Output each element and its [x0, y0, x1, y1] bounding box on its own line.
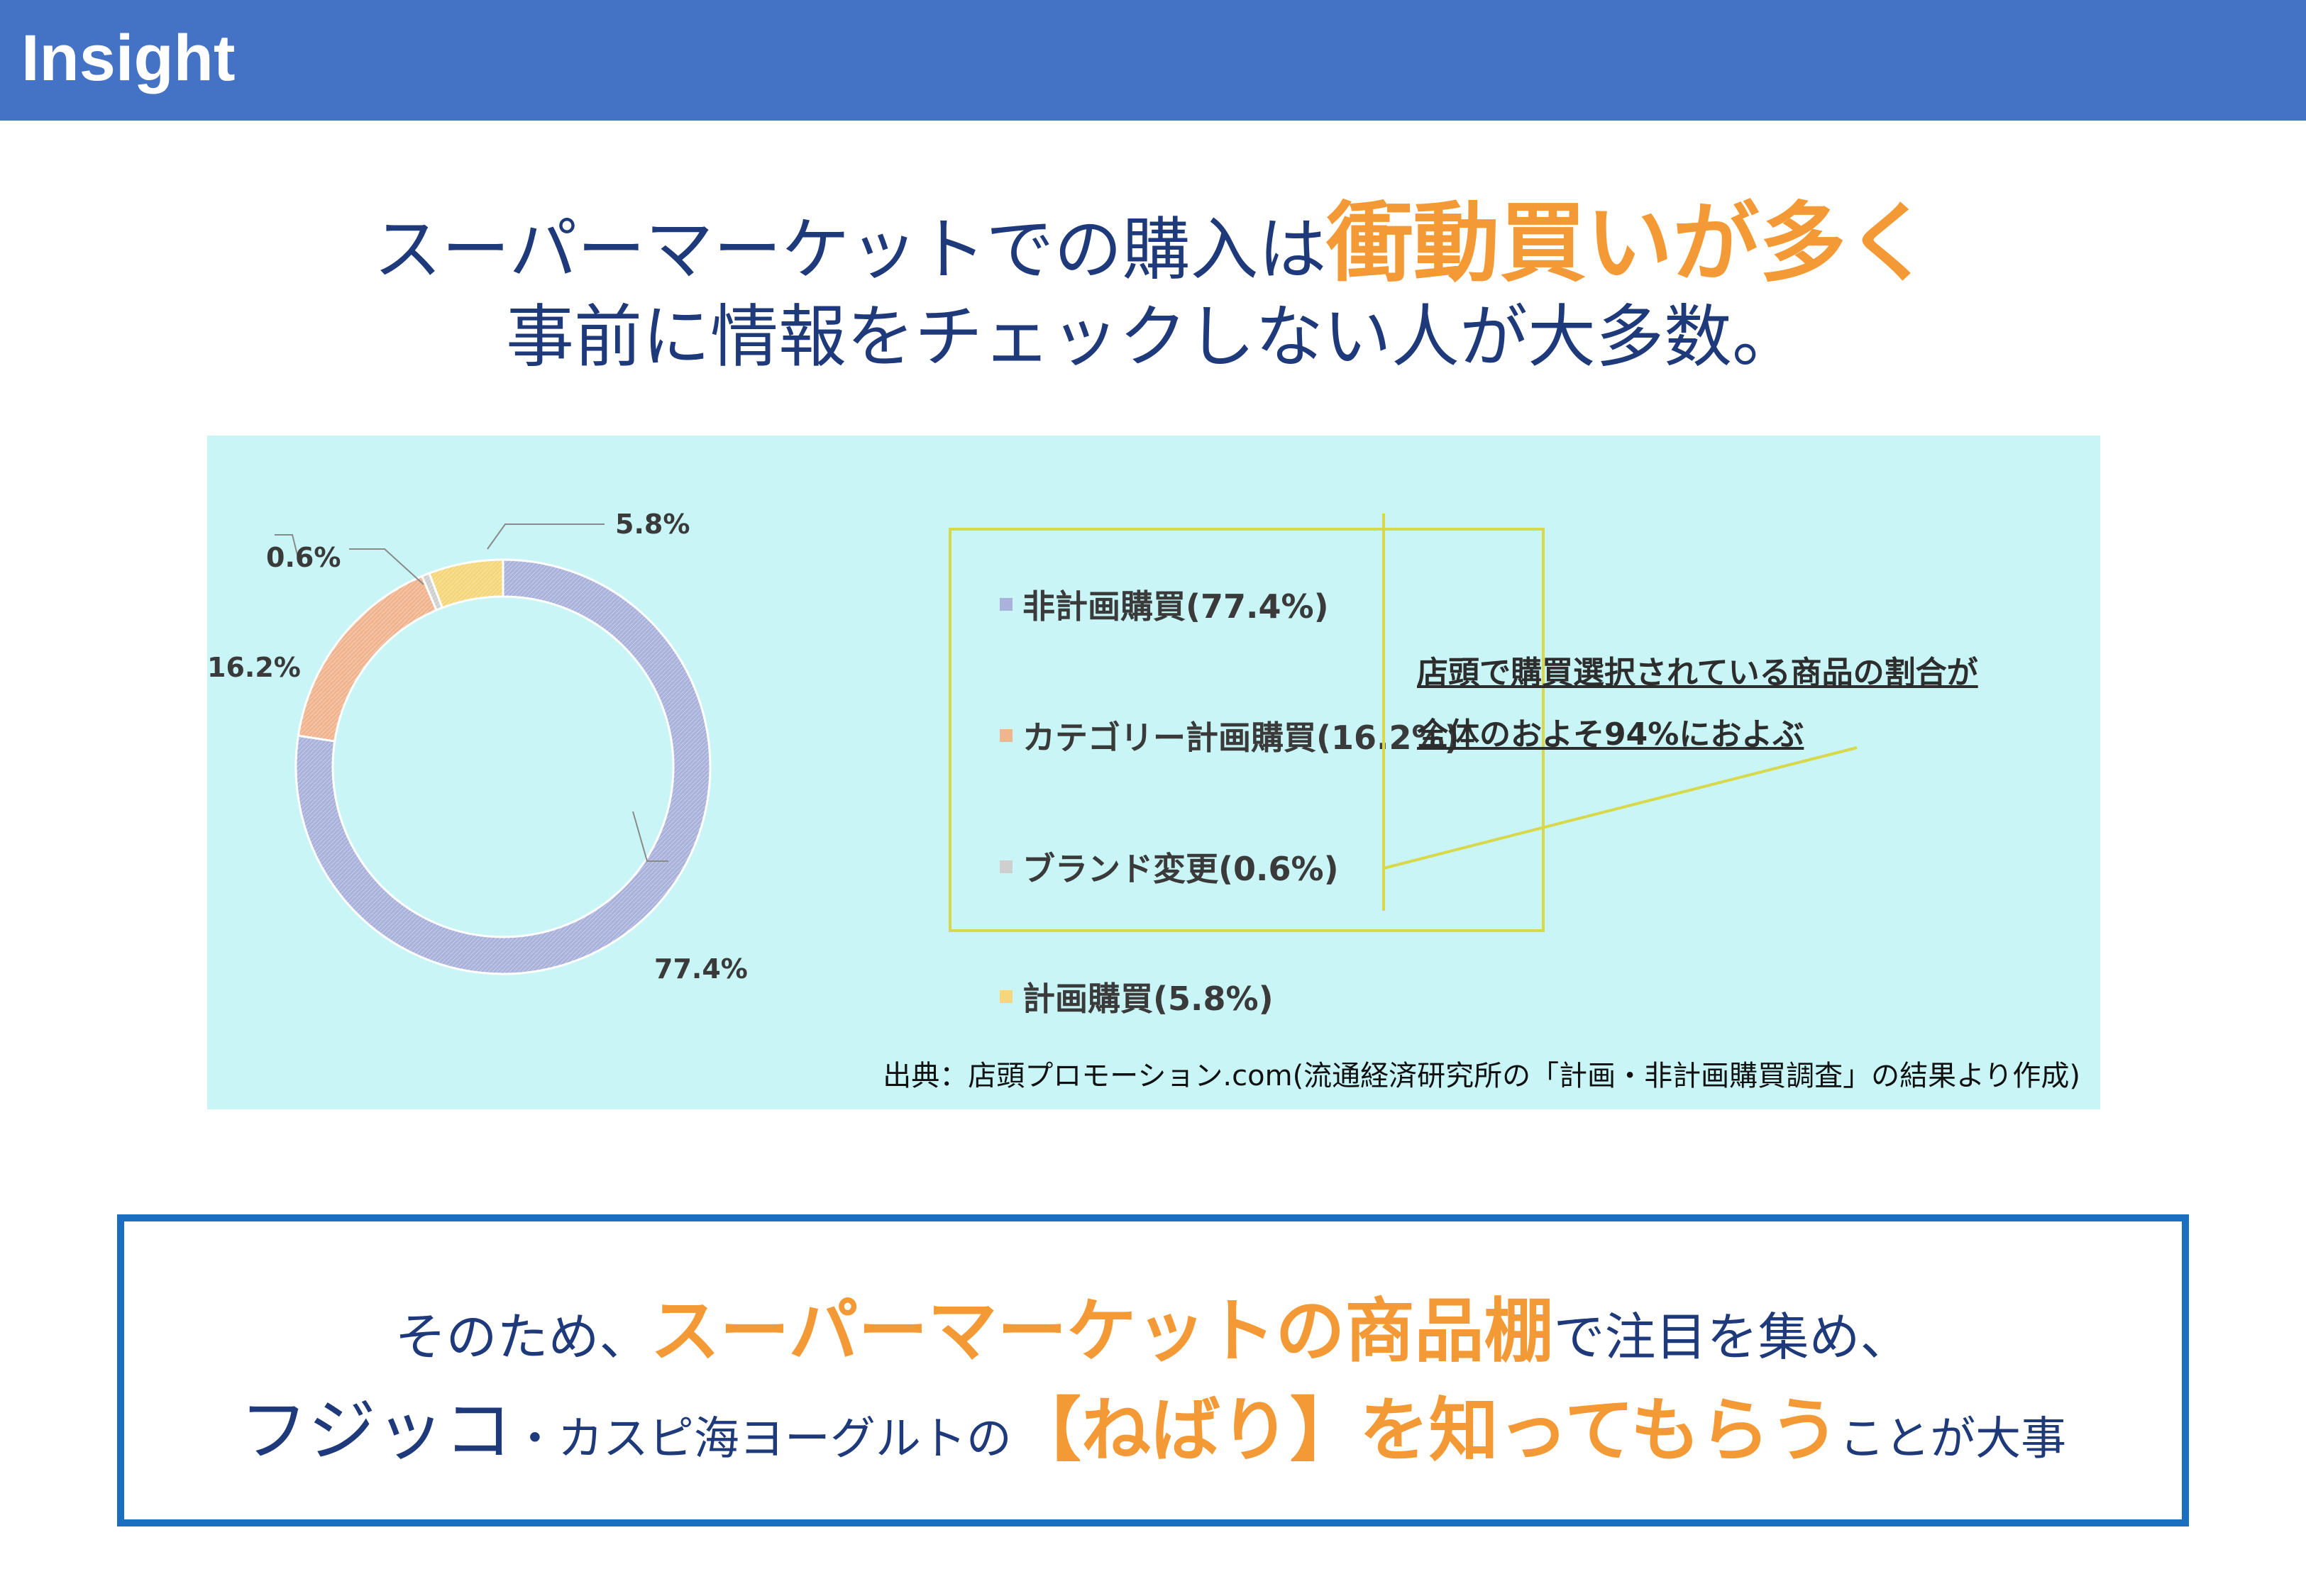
legend-item: カテゴリー計画購買(16.2%) [1000, 712, 1460, 759]
headline-line-2: 事前に情報をチェックしない人が大多数。 [506, 297, 1800, 377]
header-bar [0, 0, 2306, 121]
legend-item: 非計画購買(77.4%) [1000, 581, 1329, 628]
conclusion-accent: 【ねばり】を知ってもらう [1011, 1390, 1840, 1471]
legend-item: ブランド変更(0.6%) [1000, 843, 1339, 890]
conclusion-text: そのため、 [395, 1307, 651, 1367]
legend-swatch [1000, 598, 1013, 611]
donut-slice-texture [298, 576, 437, 741]
legend-label: ブランド変更(0.6%) [1022, 850, 1339, 888]
donut-chart: 77.4% 16.2% 0.6% 5.8% [207, 509, 748, 985]
donut-slice-texture [429, 560, 503, 608]
conclusion-text: ・カスピ海ヨーグルトの [512, 1413, 1012, 1465]
leader-line-58 [487, 523, 605, 550]
legend-swatch [1000, 990, 1013, 1003]
data-label-16: 16.2% [207, 652, 301, 683]
legend-box [949, 528, 1545, 932]
callout-line-2: 全体のおよそ94%におよぶ [1417, 716, 1804, 753]
conclusion-accent: スーパーマーケットの商品棚 [650, 1291, 1554, 1372]
leader-line-06 [349, 548, 424, 585]
headline-line-1-accent: 衝動買いが多く [1326, 193, 1933, 294]
conclusion-text: で注目を集め、 [1553, 1307, 1911, 1367]
conclusion-box: そのため、スーパーマーケットの商品棚で注目を集め、 フジッコ・カスピ海ヨーグルト… [117, 1214, 2189, 1526]
callout-line-1: 店頭で購買選択されている商品の割合が [1417, 655, 1978, 691]
conclusion-text: ことが大事 [1839, 1413, 2067, 1465]
headline-line-1: スーパーマーケットでの購入は衝動買いが多く [0, 190, 2306, 303]
legend-label: 計画購買(5.8%) [1022, 980, 1274, 1018]
leader-line-16 [275, 534, 300, 564]
data-label-06: 0.6% [266, 542, 341, 573]
legend-item: 計画購買(5.8%) [1000, 973, 1274, 1020]
source-note: 出典：店頭プロモーション.com(流通経済研究所の「計画・非計画購買調査」の結果… [883, 1060, 2080, 1092]
headline-line-1-text: スーパーマーケットでの購入は [373, 210, 1327, 289]
data-label-77: 77.4% [654, 953, 748, 985]
legend-label: 非計画購買(77.4%) [1022, 587, 1329, 626]
leader-line-77 [632, 811, 668, 862]
callout-connector [1382, 514, 1858, 911]
legend-swatch [1000, 729, 1013, 742]
legend-swatch [1000, 860, 1013, 873]
page-title: Insight [21, 22, 236, 94]
data-label-58: 5.8% [615, 509, 690, 540]
conclusion-line-2: フジッコ・カスピ海ヨーグルトの【ねばり】を知ってもらうことが大事 [124, 1381, 2182, 1489]
brand-name: フジッコ [239, 1391, 512, 1470]
legend-label: カテゴリー計画購買(16.2%) [1022, 719, 1460, 757]
conclusion-line-1: そのため、スーパーマーケットの商品棚で注目を集め、 [124, 1285, 2182, 1383]
donut-slice-texture [421, 573, 443, 611]
chart-panel: 77.4% 16.2% 0.6% 5.8% 非計画購買(77.4%) カテゴリー… [207, 436, 2100, 1109]
